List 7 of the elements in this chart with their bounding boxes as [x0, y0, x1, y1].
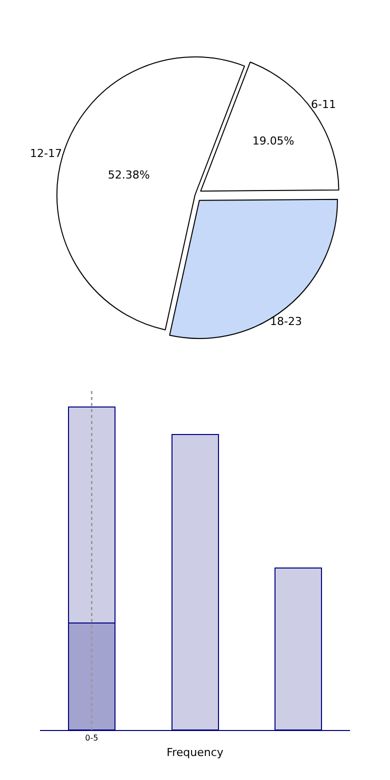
slice-label: 6-11: [311, 98, 336, 111]
data-label: 52.38%: [108, 168, 150, 182]
slice-label: 18-23: [270, 315, 302, 328]
x-tick-label: 0-5: [85, 734, 98, 743]
slice-label: 12-17: [30, 147, 62, 160]
x-axis-title: Frequency: [166, 746, 224, 759]
data-label: 19.05%: [252, 134, 294, 148]
